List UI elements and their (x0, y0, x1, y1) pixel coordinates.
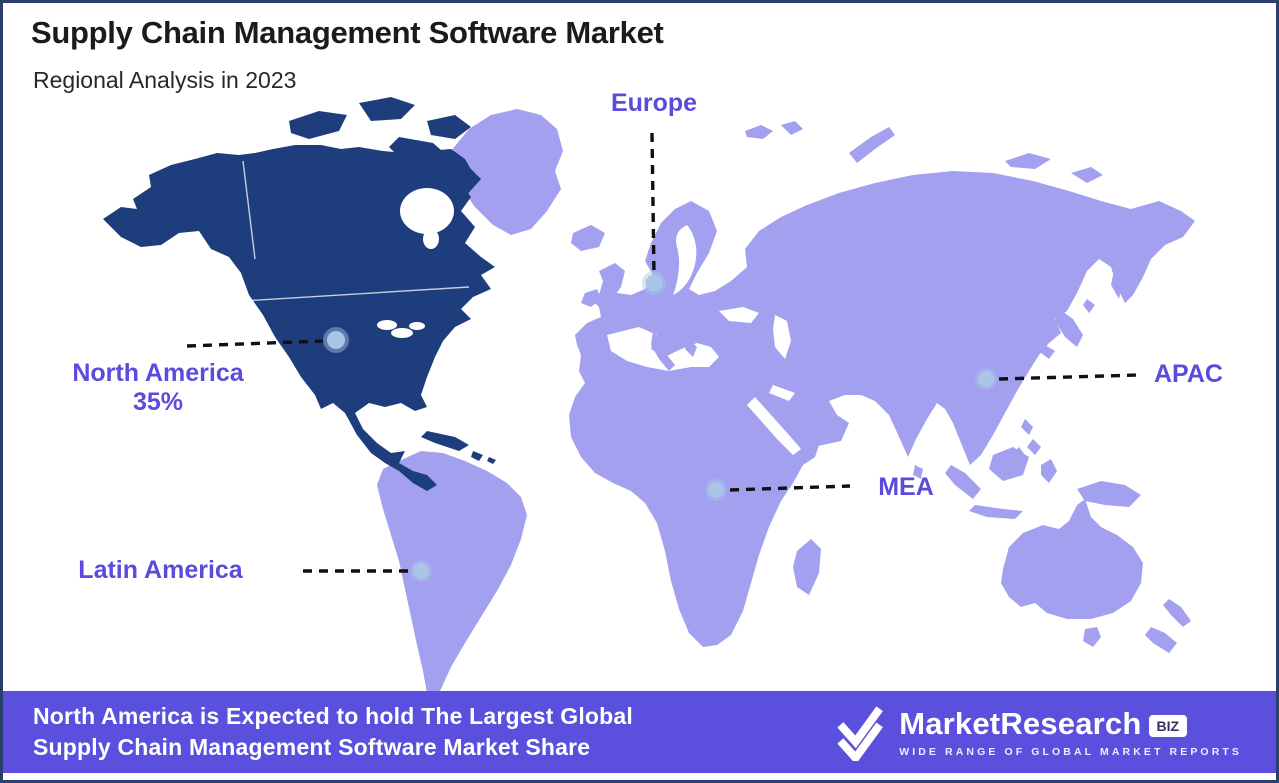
land-japan (1041, 299, 1095, 359)
landmass-europe-islands (571, 121, 1103, 307)
land-borneo (989, 447, 1029, 481)
land-sakhalin (1111, 265, 1123, 299)
james-bay (423, 229, 439, 249)
apac-marker (975, 368, 997, 390)
brand-name: MarketResearch (899, 706, 1142, 741)
land-novaya-zemlya (849, 127, 895, 163)
mea-callout-line (729, 484, 851, 492)
land-tasmania (1083, 627, 1101, 647)
label-mea: MEA (878, 473, 934, 501)
land-afro-eurasia (569, 171, 1195, 647)
mea-marker (705, 479, 727, 501)
marker-dots (323, 271, 997, 582)
label-north-america: North America 35% (33, 359, 283, 417)
land-greenland (451, 109, 563, 235)
footer-headline-line2: Supply Chain Management Software Market … (33, 734, 591, 760)
mediterranean-sea (607, 327, 719, 371)
land-sumatra (945, 465, 981, 499)
label-europe: Europe (610, 89, 698, 117)
europe-marker (642, 271, 666, 295)
land-north-america-main (103, 145, 495, 491)
us-canada-border (242, 286, 470, 302)
brand-suffix-badge: BIZ (1148, 715, 1188, 737)
land-java (969, 505, 1023, 519)
landmass-north-america (103, 97, 496, 491)
land-madagascar (793, 539, 821, 595)
red-sea (747, 397, 801, 455)
caspian-sea (773, 315, 791, 359)
north-america-name: North America (72, 359, 244, 387)
landmass-afro-eurasia (569, 171, 1195, 647)
land-italy (651, 331, 675, 371)
hudson-bay (400, 188, 454, 234)
callout-lines (186, 132, 1140, 573)
brand-tagline: WIDE RANGE OF GLOBAL MARKET REPORTS (899, 746, 1242, 758)
land-arctic-archipelago (289, 97, 481, 197)
footer-banner: North America is Expected to hold The La… (3, 691, 1276, 773)
brand-name-row: MarketResearch BIZ (899, 706, 1242, 742)
brand-text: MarketResearch BIZ WIDE RANGE OF GLOBAL … (899, 706, 1242, 758)
north-america-callout-line (186, 339, 324, 348)
landmass-oceania (1001, 499, 1191, 653)
north-america-marker (323, 327, 349, 353)
land-new-zealand (1145, 599, 1191, 653)
land-caribbean (421, 431, 496, 464)
land-australia (1001, 499, 1143, 619)
apac-callout-line (998, 373, 1140, 381)
land-greece (685, 339, 697, 357)
land-south-america (377, 451, 527, 701)
north-america-share: 35% (132, 388, 184, 416)
land-philippines (1013, 419, 1041, 461)
land-new-guinea (1077, 481, 1141, 507)
europe-callout-line (650, 132, 656, 277)
world-map (103, 97, 1195, 701)
label-apac: APAC (1154, 360, 1223, 388)
alaska-border (242, 160, 256, 260)
latin-america-marker (410, 560, 432, 582)
footer-headline-line1: North America is Expected to hold The La… (33, 703, 633, 729)
land-iceland (571, 225, 605, 251)
land-ireland (581, 289, 601, 307)
page-title: Supply Chain Management Software Market (31, 15, 664, 50)
double-check-icon (837, 706, 884, 761)
land-arctic-islands-east (1005, 153, 1103, 183)
landmass-asia-islands (913, 265, 1141, 519)
page-subtitle: Regional Analysis in 2023 (33, 67, 297, 93)
land-sulawesi (1041, 459, 1057, 483)
black-sea (719, 307, 759, 323)
land-sri-lanka (913, 465, 923, 479)
land-svalbard (745, 121, 803, 139)
persian-gulf (769, 385, 795, 401)
baltic-sea (673, 225, 697, 295)
footer-headline: North America is Expected to hold The La… (3, 701, 633, 763)
label-latin-america: Latin America (78, 556, 243, 584)
great-lakes (377, 320, 425, 338)
land-great-britain (599, 263, 625, 301)
brand-logo: MarketResearch BIZ WIDE RANGE OF GLOBAL … (835, 703, 1276, 761)
